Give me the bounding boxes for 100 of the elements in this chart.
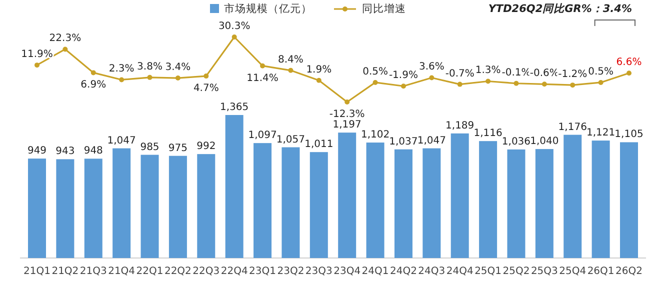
data-label: -0.7% [445, 68, 474, 80]
data-label: 1,105 [614, 129, 644, 140]
point [260, 63, 266, 68]
point [542, 82, 547, 87]
data-label: 992 [196, 141, 216, 152]
data-label: -0.6% [530, 68, 559, 80]
point [288, 68, 294, 73]
point [344, 100, 350, 104]
data-label: -0.1% [502, 67, 531, 78]
point [232, 34, 237, 40]
data-label: 6.6% [616, 57, 642, 68]
point [514, 80, 519, 86]
data-label: 11.9% [21, 49, 53, 60]
point [372, 80, 378, 85]
bar [535, 149, 554, 258]
data-label: 1.3% [475, 65, 501, 76]
data-label: 8.4% [278, 54, 304, 66]
bar [310, 152, 328, 258]
bar [479, 141, 498, 258]
data-label: 1,176 [558, 122, 587, 133]
data-label: 0.5% [362, 66, 388, 78]
data-label: 1,057 [276, 134, 306, 146]
bar [338, 132, 356, 258]
data-label: 1,102 [360, 130, 390, 141]
bar [620, 142, 638, 258]
data-label: -12.3% [329, 109, 365, 120]
point [147, 74, 152, 80]
data-label: 1,011 [304, 139, 334, 150]
bar [564, 134, 582, 258]
x-tick-label: 26Q2 [616, 266, 642, 277]
x-tick-label: 22Q2 [164, 266, 192, 277]
bar [394, 149, 412, 258]
data-label: 3.8% [137, 61, 162, 72]
point [204, 74, 209, 79]
bar [282, 147, 300, 258]
bar [56, 159, 74, 258]
point [486, 78, 491, 84]
data-label: 4.7% [193, 83, 219, 94]
point [119, 77, 124, 82]
x-tick-label: 23Q4 [334, 266, 361, 277]
x-tick-label: 21Q1 [24, 266, 50, 277]
data-label: 0.5% [588, 66, 614, 78]
point [175, 76, 180, 81]
data-label: 3.6% [418, 62, 444, 73]
x-tick-label: 22Q1 [136, 266, 164, 277]
point [400, 84, 406, 89]
data-label: 1,116 [474, 128, 502, 140]
bar [450, 133, 469, 258]
data-label: 949 [27, 146, 47, 157]
data-label: 22.3% [49, 33, 82, 44]
data-label: 1,365 [220, 102, 249, 113]
point [90, 70, 96, 76]
x-tick-label: 22Q3 [192, 266, 220, 277]
data-label: 1,037 [389, 136, 418, 148]
point [598, 80, 604, 85]
bar [254, 143, 272, 258]
point [62, 46, 68, 52]
data-label: 1,047 [417, 135, 446, 146]
bar [84, 158, 102, 258]
legend-label: 同比增速 [362, 2, 406, 15]
data-label: 1,197 [332, 120, 362, 131]
bar [592, 140, 610, 258]
data-label: 1.9% [306, 64, 332, 76]
x-tick-label: 21Q3 [80, 266, 107, 277]
x-tick-label: 23Q1 [249, 266, 276, 277]
point [570, 82, 576, 88]
bar [422, 148, 441, 258]
x-tick-label: 25Q1 [474, 266, 502, 277]
x-tick-label: 26Q1 [587, 266, 614, 277]
x-tick-label: 25Q4 [559, 266, 586, 277]
bar [140, 154, 159, 258]
data-label: 975 [168, 142, 188, 154]
x-tick-label: 22Q4 [220, 266, 248, 277]
x-tick-label: 21Q2 [52, 266, 79, 277]
data-label: 1,047 [107, 135, 136, 146]
point [429, 75, 434, 80]
point [457, 82, 462, 87]
data-label: 1,097 [248, 130, 277, 142]
bar [112, 148, 131, 258]
data-label: -1.9% [388, 70, 418, 82]
data-label: 943 [56, 146, 75, 158]
legend-label: 市场规模（亿元） [224, 2, 312, 15]
bar [28, 158, 46, 258]
data-label: -1.2% [558, 69, 588, 80]
data-label: 948 [84, 146, 103, 157]
bar [168, 156, 187, 258]
data-label: 3.4% [165, 62, 191, 74]
data-label: 2.3% [108, 64, 134, 75]
x-tick-label: 24Q3 [418, 266, 446, 277]
bar [507, 149, 526, 258]
point [34, 62, 40, 68]
data-label: 1,121 [586, 128, 616, 139]
data-label: 11.4% [246, 72, 278, 84]
data-label: 6.9% [80, 80, 106, 91]
data-label: 1,040 [530, 136, 559, 148]
bar [225, 115, 244, 258]
x-tick-label: 24Q2 [390, 266, 417, 277]
data-label: 30.3% [218, 21, 250, 32]
bar [197, 154, 216, 258]
data-label: 1,036 [502, 136, 531, 148]
